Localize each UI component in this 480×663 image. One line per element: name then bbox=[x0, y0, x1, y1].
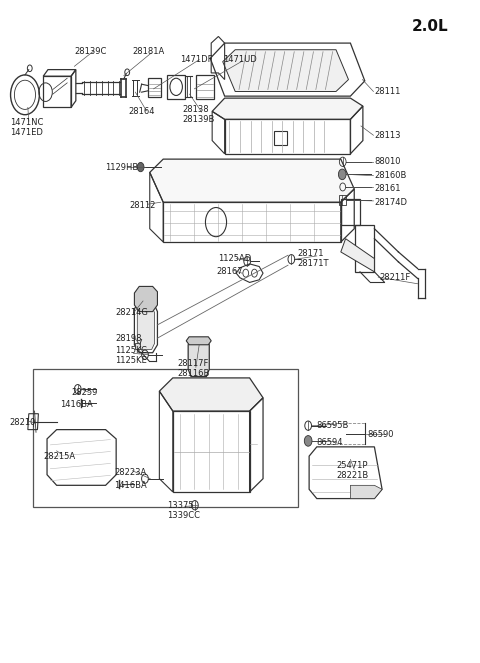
Text: 1129HB: 1129HB bbox=[105, 162, 138, 172]
Text: 28211F: 28211F bbox=[379, 272, 410, 282]
Polygon shape bbox=[212, 98, 363, 119]
Polygon shape bbox=[188, 341, 209, 377]
Polygon shape bbox=[150, 159, 354, 202]
Bar bbox=[196, 75, 214, 99]
Text: 28138
28139B: 28138 28139B bbox=[182, 105, 215, 125]
Bar bbox=[148, 78, 161, 97]
Bar bbox=[167, 75, 185, 99]
Text: 1416BA: 1416BA bbox=[60, 400, 93, 409]
Text: 1416BA: 1416BA bbox=[114, 481, 147, 490]
Text: 28210: 28210 bbox=[10, 418, 36, 427]
Text: 28198: 28198 bbox=[115, 333, 142, 343]
Text: 86594: 86594 bbox=[317, 438, 343, 447]
Text: 28164: 28164 bbox=[129, 107, 155, 116]
Text: 28160B: 28160B bbox=[374, 171, 407, 180]
Bar bbox=[274, 131, 287, 145]
Text: 25471P
28221B: 25471P 28221B bbox=[336, 461, 368, 481]
Text: 2.0L: 2.0L bbox=[411, 19, 448, 34]
Text: 88010: 88010 bbox=[374, 157, 401, 166]
Circle shape bbox=[137, 162, 144, 172]
Text: 1471NC
1471ED: 1471NC 1471ED bbox=[10, 117, 43, 137]
Text: 86595B: 86595B bbox=[317, 421, 349, 430]
Text: 86590: 86590 bbox=[367, 430, 394, 439]
Polygon shape bbox=[186, 337, 211, 345]
Text: 13375
1339CC: 13375 1339CC bbox=[167, 501, 200, 520]
Polygon shape bbox=[350, 485, 382, 499]
Text: 1125AD: 1125AD bbox=[218, 254, 252, 263]
Text: 28215A: 28215A bbox=[43, 452, 75, 461]
Polygon shape bbox=[223, 50, 348, 91]
Text: 28174D: 28174D bbox=[374, 198, 408, 207]
Circle shape bbox=[338, 169, 346, 180]
Text: 28171
28171T: 28171 28171T bbox=[298, 249, 329, 269]
Text: 28214G: 28214G bbox=[115, 308, 148, 318]
Text: 28111: 28111 bbox=[374, 87, 401, 96]
Polygon shape bbox=[137, 305, 155, 349]
Text: 28139C: 28139C bbox=[74, 46, 107, 56]
Text: 28223A: 28223A bbox=[114, 467, 146, 477]
Polygon shape bbox=[341, 239, 374, 272]
Text: 1125KC
1125KE: 1125KC 1125KE bbox=[115, 345, 147, 365]
Text: 28117F
28116B: 28117F 28116B bbox=[178, 359, 210, 379]
Text: 1471UD: 1471UD bbox=[223, 55, 257, 64]
Circle shape bbox=[304, 436, 312, 446]
Polygon shape bbox=[135, 343, 140, 349]
Bar bbox=[33, 369, 298, 507]
Text: 1471DF: 1471DF bbox=[180, 55, 213, 64]
Text: 28113: 28113 bbox=[374, 131, 401, 140]
Polygon shape bbox=[134, 286, 157, 312]
Bar bbox=[278, 60, 307, 74]
Text: 28112: 28112 bbox=[130, 201, 156, 210]
Text: 28161: 28161 bbox=[374, 184, 401, 193]
Polygon shape bbox=[159, 378, 263, 411]
Text: 28167: 28167 bbox=[216, 267, 242, 276]
Text: 28259: 28259 bbox=[71, 388, 97, 397]
Text: 28181A: 28181A bbox=[132, 46, 164, 56]
